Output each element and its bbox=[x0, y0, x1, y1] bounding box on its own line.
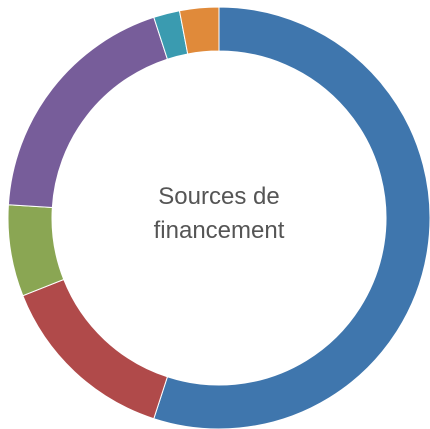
donut-segment bbox=[7, 204, 65, 297]
donut-segment bbox=[7, 16, 169, 209]
chart-title: Sources de financement bbox=[153, 183, 285, 244]
donut-segment bbox=[22, 278, 169, 420]
donut-segment bbox=[178, 6, 220, 55]
donut-segment bbox=[153, 6, 430, 429]
